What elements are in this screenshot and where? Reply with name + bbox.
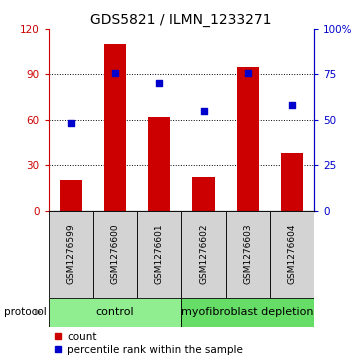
Bar [104,44,126,211]
Bar [60,180,82,211]
Text: GSM1276604: GSM1276604 [287,224,296,284]
Text: control: control [96,307,134,317]
Bar [181,211,226,298]
Point [68,121,74,126]
Bar [237,67,259,211]
Text: GSM1276602: GSM1276602 [199,224,208,284]
Point [201,108,206,114]
Text: GSM1276600: GSM1276600 [110,224,119,285]
Text: myofibroblast depletion: myofibroblast depletion [182,307,314,317]
Bar [281,153,303,211]
Bar [49,211,93,298]
Bar [270,211,314,298]
Text: protocol: protocol [4,307,46,317]
Bar [49,298,181,327]
Text: GSM1276599: GSM1276599 [66,224,75,285]
Point [112,70,118,76]
Bar [192,177,214,211]
Bar [226,211,270,298]
Text: GDS5821 / ILMN_1233271: GDS5821 / ILMN_1233271 [90,13,271,27]
Bar [137,211,182,298]
Bar [181,298,314,327]
Bar [93,211,137,298]
Bar [148,117,170,211]
Text: GSM1276603: GSM1276603 [243,224,252,285]
Text: GSM1276601: GSM1276601 [155,224,164,285]
Point [245,70,251,76]
Legend: count, percentile rank within the sample: count, percentile rank within the sample [54,332,243,355]
Point [289,102,295,108]
Point [156,81,162,86]
